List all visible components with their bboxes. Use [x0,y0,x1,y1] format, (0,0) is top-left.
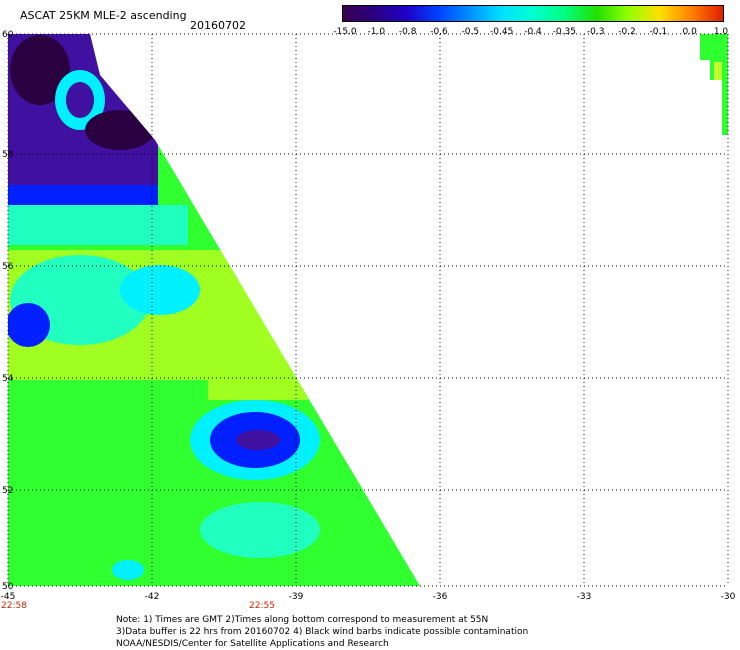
color-scale-tick: -0.8 [398,27,417,37]
lat-label: 50 [2,582,14,592]
field-purple-low-core [236,430,280,450]
field-green-south [8,380,208,586]
color-scale-tick: -15.0 [333,27,357,37]
swath-field [8,34,420,586]
color-scale-tick: 1.0 [713,27,729,37]
lon-label: -30 [721,592,736,602]
lat-label: 58 [2,150,14,160]
lat-label: 60 [2,30,14,40]
lon-label: -45 [1,592,16,602]
field-purple-loop-core [66,82,94,118]
footer-line-3: NOAA/NESDIS/Center for Satellite Applica… [116,639,389,649]
field-deep-core-ne [85,110,155,150]
color-scale-tick: -0.4 [524,27,542,37]
field-aqua-edge [8,205,188,245]
color-scale-tick: -0.1 [649,27,668,37]
time-label: 22:55 [249,601,275,611]
field-deep-core-nw [10,35,70,105]
time-label: 22:58 [1,601,27,611]
footer-line-1: Note: 1) Times are GMT 2)Times along bot… [116,615,489,625]
color-scale-tick: 0.0 [682,27,697,37]
field-green-edge [330,460,390,540]
field-cyan-sw [112,560,144,580]
field-blue-west [8,303,50,347]
swath-ne-patch [700,34,728,135]
lat-label: 54 [2,374,14,384]
lon-label: -33 [577,592,592,602]
lon-label: -39 [289,592,304,602]
lat-label: 56 [2,262,14,272]
chart-date: 20160702 [190,19,246,32]
field-aqua-south [200,502,320,558]
color-scale-tick: -0.45 [490,27,514,37]
footer-line-2: 3)Data buffer is 22 hrs from 20160702 4)… [116,627,529,637]
graticule [7,33,729,587]
color-scale-tick: -0.2 [618,27,636,37]
color-scale-bar [342,5,724,22]
lon-label: -42 [145,592,160,602]
chart-title: ASCAT 25KM MLE-2 ascending [20,9,187,22]
color-scale-tick: -0.3 [586,27,605,37]
swath-ne-patch-lime [714,62,722,80]
footer-note: Note: 1) Times are GMT 2)Times along bot… [116,614,528,650]
color-scale-tick: -0.6 [430,27,448,37]
lon-label: -36 [433,592,448,602]
lat-label: 52 [2,486,13,496]
color-scale-tick: -0.35 [552,27,576,37]
color-scale-tick: -1.0 [367,27,386,37]
field-cyan-mid [120,265,200,315]
color-scale-tick: -0.5 [461,27,480,37]
